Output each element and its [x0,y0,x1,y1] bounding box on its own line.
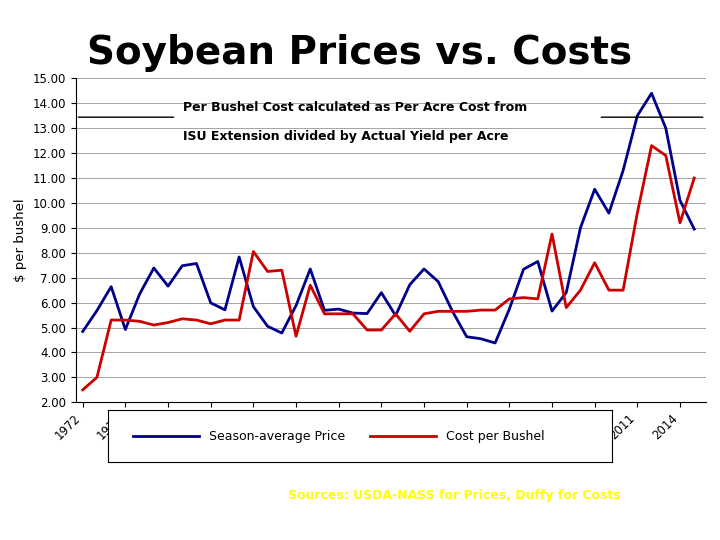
Text: Per Bushel Cost calculated as Per Acre Cost from: Per Bushel Cost calculated as Per Acre C… [183,101,527,114]
Y-axis label: $ per bushel: $ per bushel [14,199,27,282]
Text: Extension and Outreach/Department of Economics: Extension and Outreach/Department of Eco… [11,523,276,532]
Text: IOWA STATE UNIVERSITY: IOWA STATE UNIVERSITY [11,489,235,503]
Text: Ag Decision Maker: Ag Decision Maker [540,526,688,540]
Text: Soybean Prices vs. Costs: Soybean Prices vs. Costs [87,34,633,72]
Text: Cost per Bushel: Cost per Bushel [446,429,544,443]
Text: Sources: USDA-NASS for Prices, Duffy for Costs: Sources: USDA-NASS for Prices, Duffy for… [288,489,621,502]
Text: Season-average Price: Season-average Price [209,429,345,443]
Text: ISU Extension divided by Actual Yield per Acre: ISU Extension divided by Actual Yield pe… [183,130,508,143]
